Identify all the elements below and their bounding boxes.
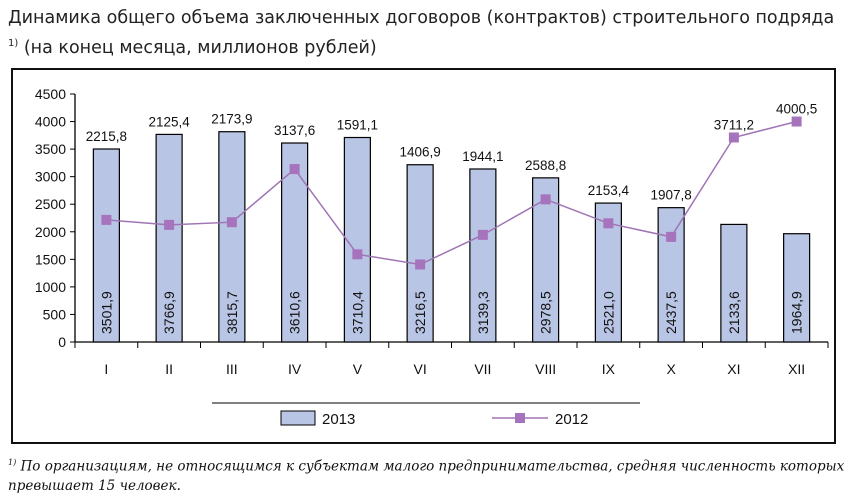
bar-2013: [343, 136, 371, 343]
y-tick-label: 1000: [35, 279, 66, 295]
bar-label-2013: 3610,6: [287, 291, 303, 334]
y-tick-label: 0: [58, 334, 66, 350]
x-tick-label: I: [104, 361, 108, 377]
point-label-2012: 2153,4: [588, 183, 630, 198]
x-tick-label: XII: [788, 361, 805, 377]
point-label-2012: 4000,5: [776, 102, 817, 117]
y-tick-label: 3500: [35, 141, 66, 157]
marker-2012: [603, 218, 614, 229]
bar-2013: [783, 233, 811, 343]
bar-2013: [92, 148, 120, 343]
bar-2013: [532, 177, 560, 343]
bar-label-2013: 3216,5: [412, 291, 428, 334]
legend-marker-2012: [515, 413, 525, 423]
bar-label-2013: 1964,9: [789, 291, 805, 334]
bar-label-2013: 2437,5: [663, 291, 679, 334]
point-label-2012: 3137,6: [274, 123, 315, 138]
point-label-2012: 2173,9: [211, 112, 252, 127]
point-label-2012: 1944,1: [462, 149, 503, 164]
x-tick-label: X: [666, 361, 676, 377]
marker-2012: [226, 217, 237, 228]
x-tick-label: XI: [727, 361, 740, 377]
bar-label-2013: 3501,9: [98, 291, 114, 334]
legend-label-2012: 2012: [555, 411, 588, 428]
bar-label-2013: 3766,9: [161, 291, 177, 334]
line-2012: [106, 120, 797, 266]
footnote: 1) По организациям, не относящимся к суб…: [8, 458, 845, 494]
y-tick-label: 2000: [35, 224, 66, 240]
legend-swatch-2013: [280, 410, 316, 426]
x-tick-label: V: [353, 361, 363, 377]
point-label-2012: 2215,8: [86, 129, 127, 144]
y-tick-label: 1500: [35, 251, 66, 267]
bar-2013: [406, 164, 434, 343]
bar-2013: [218, 131, 246, 343]
x-tick-label: VIII: [535, 361, 556, 377]
point-label-2012: 2125,4: [148, 114, 190, 129]
bar-label-2013: 3815,7: [224, 291, 240, 334]
marker-2012: [101, 214, 112, 225]
bar-label-2013: 2978,5: [538, 291, 554, 334]
bar-2013: [657, 207, 685, 343]
marker-2012: [728, 132, 739, 143]
x-tick-label: III: [226, 361, 238, 377]
bar-label-2013: 3139,3: [475, 291, 491, 334]
point-label-2012: 2588,8: [525, 158, 566, 173]
marker-2012: [666, 231, 677, 242]
x-tick-label: VI: [414, 361, 427, 377]
bar-2013: [720, 223, 748, 343]
bar-label-2013: 2521,0: [600, 291, 616, 334]
y-tick-label: 2500: [35, 196, 66, 212]
y-tick-label: 4500: [35, 86, 66, 102]
marker-2012: [289, 164, 300, 175]
marker-2012: [164, 219, 175, 230]
chart-frame: [11, 68, 836, 444]
marker-2012: [791, 116, 802, 127]
x-tick-label: IV: [288, 361, 302, 377]
bar-2013: [155, 133, 183, 343]
x-tick-label: II: [165, 361, 173, 377]
marker-2012: [540, 194, 551, 205]
point-label-2012: 1591,1: [337, 118, 378, 133]
point-label-2012: 1907,8: [650, 188, 691, 203]
bar-label-2013: 2133,6: [726, 291, 742, 334]
marker-2012: [352, 249, 363, 260]
y-tick-label: 4000: [35, 114, 66, 130]
bar-2013: [469, 168, 497, 343]
x-tick-label: VII: [474, 361, 491, 377]
chart-title: Динамика общего объема заключенных догов…: [8, 8, 835, 58]
point-label-2012: 3711,2: [714, 117, 754, 132]
legend-label-2013: 2013: [322, 411, 355, 428]
bar-label-2013: 3710,4: [349, 291, 365, 334]
marker-2012: [415, 259, 426, 270]
point-label-2012: 1406,9: [399, 145, 440, 160]
x-tick-label: IX: [602, 361, 616, 377]
y-tick-label: 3000: [35, 169, 66, 185]
marker-2012: [477, 229, 488, 240]
y-tick-label: 500: [43, 306, 67, 322]
